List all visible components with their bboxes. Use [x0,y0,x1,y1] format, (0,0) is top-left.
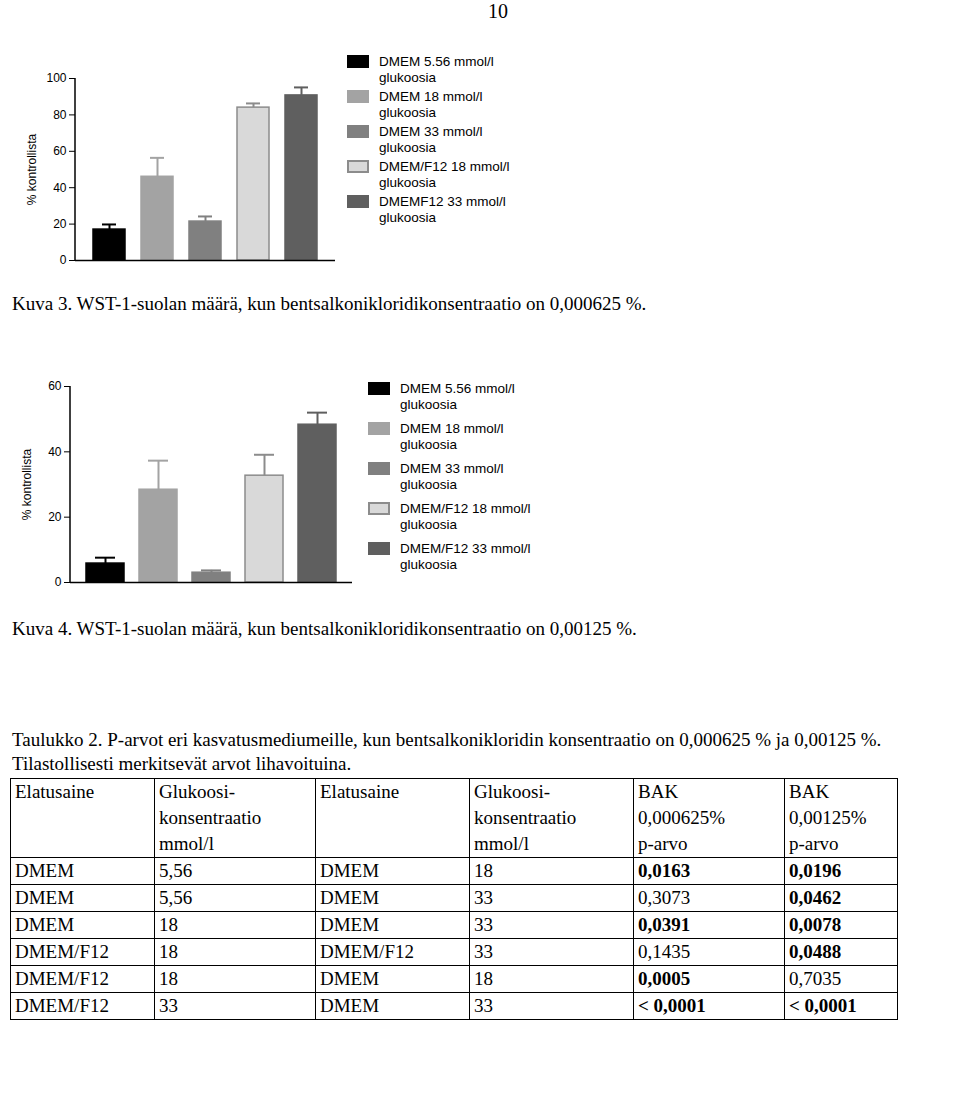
svg-text:% kontrollista: % kontrollista [20,449,34,521]
html-text:glukoosia: glukoosia [400,477,457,492]
svg-text:40: 40 [53,181,67,195]
html-text:0,000625%: 0,000625% [638,807,726,828]
html-text:DMEMF12 33 mmol/l: DMEMF12 33 mmol/l [379,194,506,209]
html-text:5,56: 5,56 [159,860,193,881]
html-text:DMEM 18 mmol/l: DMEM 18 mmol/l [379,89,483,104]
html-text:0,3073: 0,3073 [638,887,691,908]
html-text:Elatusaine: Elatusaine [320,781,400,802]
html-text:glukoosia: glukoosia [379,140,436,155]
html-text:DMEM: DMEM [320,860,380,881]
html-text:DMEM 33 mmol/l: DMEM 33 mmol/l [379,124,483,139]
svg-text:80: 80 [53,108,67,122]
html-text:33: 33 [474,914,493,935]
html-text:DMEM 5.56 mmol/l: DMEM 5.56 mmol/l [400,381,515,396]
html-text:33: 33 [474,995,493,1016]
html-text:DMEM: DMEM [320,887,380,908]
html-text:mmol/ l: mmol/ l [159,833,214,854]
html-text:Elatusaine: Elatusaine [15,781,95,802]
html-text:DMEM/ F12: DMEM/ F12 [320,941,414,962]
html-text:0,0163: 0,0163 [638,860,691,881]
html-text:18: 18 [159,941,178,962]
html-text:DMEM: DMEM [320,914,380,935]
html-text:DMEM/F12 18 mmol/l: DMEM/F12 18 mmol/l [400,501,531,516]
html-text:0,0005: 0,0005 [638,968,691,989]
svg-text:40: 40 [48,445,62,459]
html-text:DMEM/ F12: DMEM/ F12 [15,968,109,989]
html-text:BAK: BAK [789,781,830,802]
html-text:DMEM: DMEM [320,968,380,989]
html-text:0,0196: 0,0196 [789,860,842,881]
html-text:konsentraatio: konsentraatio [474,807,577,828]
html-text:DMEM/F12 33 mmol/l: DMEM/F12 33 mmol/l [400,541,531,556]
html-text:mmol/ l: mmol/ l [474,833,529,854]
svg-text:100: 100 [46,71,66,85]
html-text:0,7035: 0,7035 [789,968,842,989]
html-text:DMEM: DMEM [320,995,380,1016]
html-text:glukoosia: glukoosia [400,517,457,532]
html-text:< 0,0001: < 0,0001 [638,995,706,1016]
html-text:0,0462: 0,0462 [789,887,842,908]
html-text:0,0391: 0,0391 [638,914,691,935]
html-text:18: 18 [159,968,178,989]
html-text:Kuva 3. WST-1-suolan määrä, ku: Kuva 3. WST-1-suolan määrä, kun bentsalk… [12,293,647,314]
svg-text:60: 60 [48,379,62,393]
html-text:0,00125%: 0,00125% [789,807,867,828]
html-text:DMEM/ F12: DMEM/ F12 [15,941,109,962]
html-text:33: 33 [474,941,493,962]
html-text:p-arvo: p-arvo [789,833,839,854]
html-text:Glukoosi-: Glukoosi- [474,781,550,802]
html-text:DMEM 33 mmol/l: DMEM 33 mmol/l [400,461,504,476]
html-text:DMEM/F12 18 mmol/l: DMEM/F12 18 mmol/l [379,159,510,174]
html-text:5,56: 5,56 [159,887,193,908]
svg-text:0: 0 [60,253,67,267]
html-text:konsentraatio: konsentraatio [159,807,262,828]
html-text:0,1435: 0,1435 [638,941,691,962]
svg-text:20: 20 [53,217,67,231]
html-text:< 0,0001: < 0,0001 [789,995,857,1016]
html-text:glukoosia: glukoosia [379,175,436,190]
html-text:glukoosia: glukoosia [379,210,436,225]
svg-text:% kontrollista: % kontrollista [25,134,39,206]
html-text:DMEM 18 mmol/l: DMEM 18 mmol/l [400,421,504,436]
svg-text:0: 0 [55,575,62,589]
html-text:glukoosia: glukoosia [379,70,436,85]
html-text:p-arvo: p-arvo [638,833,688,854]
svg-text:60: 60 [53,144,67,158]
html-text:Glukoosi-: Glukoosi- [159,781,235,802]
html-text:33: 33 [474,887,493,908]
html-text:0,0078: 0,0078 [789,914,842,935]
html-text:33: 33 [159,995,178,1016]
html-text:BAK: BAK [638,781,679,802]
html-text:18: 18 [474,860,493,881]
html-text:DMEM/ F12: DMEM/ F12 [15,995,109,1016]
html-text:glukoosia: glukoosia [400,437,457,452]
svg-text:20: 20 [48,510,62,524]
html-text:DMEM: DMEM [15,887,75,908]
html-text:Taulukko 2. P-arvot eri kasvat: Taulukko 2. P-arvot eri kasvatusmediumei… [12,729,882,774]
html-text:glukoosia: glukoosia [400,397,457,412]
html-text:glukoosia: glukoosia [379,105,436,120]
html-text:0,0488: 0,0488 [789,941,842,962]
html-text:10: 10 [488,0,508,22]
html-text:DMEM 5.56 mmol/l: DMEM 5.56 mmol/l [379,54,494,69]
html-text:18: 18 [159,914,178,935]
html-text:18: 18 [474,968,493,989]
html-text:DMEM: DMEM [15,914,75,935]
html-text:Kuva 4. WST-1-suolan määrä, ku: Kuva 4. WST-1-suolan määrä, kun bentsalk… [12,618,637,639]
html-text:DMEM: DMEM [15,860,75,881]
html-text:glukoosia: glukoosia [400,557,457,572]
